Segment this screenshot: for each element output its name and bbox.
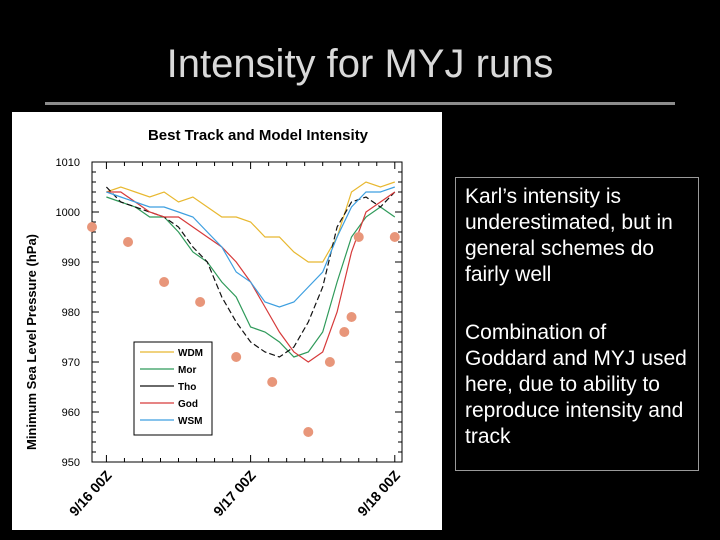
best-track-point <box>87 222 97 232</box>
x-tick-label: 9/17 00Z <box>210 467 259 519</box>
best-track-point <box>324 357 335 367</box>
x-tick-label: 9/16 00Z <box>66 467 115 519</box>
best-track-point <box>339 327 350 337</box>
best-track-point <box>231 352 242 362</box>
best-track-points <box>87 222 400 437</box>
legend-label-wdm: WDM <box>178 348 203 359</box>
series-lines <box>105 181 396 363</box>
legend-label-god: God <box>178 399 198 410</box>
y-tick-label: 970 <box>62 357 80 369</box>
y-axis-label: Minimum Sea Level Pressure (hPa) <box>24 234 39 450</box>
best-track-point <box>195 297 206 307</box>
best-track-point <box>123 237 134 247</box>
series-line-wdm <box>106 181 395 263</box>
slide-title: Intensity for MYJ runs <box>166 42 554 86</box>
intensity-chart-panel: Best Track and Model Intensity Minimum S… <box>12 112 442 530</box>
note-scheme-choice: Combination of Goddard and MYJ used here… <box>465 321 687 448</box>
series-line-mor <box>106 196 396 358</box>
chart-title: Best Track and Model Intensity <box>148 127 369 144</box>
series-line-wsm <box>106 186 395 308</box>
y-tick-label: 980 <box>62 307 80 319</box>
best-track-point <box>346 312 357 322</box>
best-track-point <box>353 232 364 242</box>
y-tick-label: 1000 <box>56 207 80 219</box>
best-track-point <box>267 377 278 387</box>
legend-label-mor: Mor <box>178 365 196 376</box>
y-tick-label: 960 <box>62 407 80 419</box>
legend: WDM Mor Tho God WSM <box>133 341 213 436</box>
legend-label-wsm: WSM <box>178 416 202 427</box>
title-divider <box>45 102 675 105</box>
y-tick-label: 1010 <box>56 157 80 169</box>
best-track-point <box>303 427 314 437</box>
best-track-point <box>389 232 400 242</box>
x-tick-label: 9/18 00Z <box>354 467 403 519</box>
y-tick-label: 990 <box>62 257 80 269</box>
best-track-point <box>159 277 170 287</box>
legend-label-tho: Tho <box>178 382 196 393</box>
intensity-chart: Best Track and Model Intensity Minimum S… <box>24 127 404 519</box>
note-intensity: Karl’s intensity is underestimated, but … <box>465 185 673 286</box>
notes-callout: Karl’s intensity is underestimated, but … <box>455 177 699 471</box>
y-tick-label: 950 <box>62 457 80 469</box>
